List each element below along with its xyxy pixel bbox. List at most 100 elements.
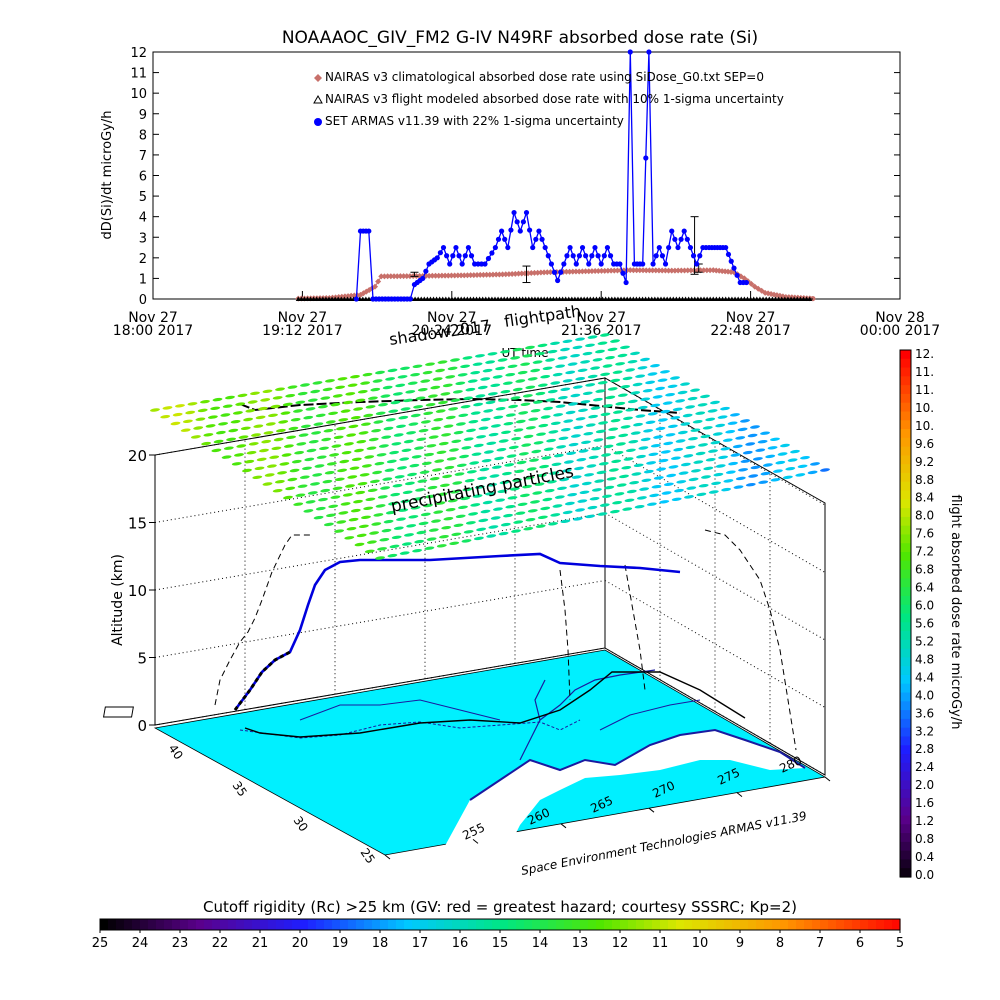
particle-dot (557, 486, 567, 491)
particle-dot (378, 402, 388, 407)
y-tick-label: 0 (139, 293, 147, 308)
particle-dot (490, 516, 501, 520)
river-3 (299, 699, 501, 721)
rigidity-segment (108, 919, 117, 930)
particle-dot (501, 430, 511, 435)
colorbar-segment (900, 499, 911, 509)
particle-dot (536, 432, 546, 436)
particle-dot (577, 499, 588, 503)
particle-dot (384, 468, 395, 472)
particle-dot (718, 455, 729, 460)
particle-dot (711, 481, 722, 486)
particle-dot (509, 487, 520, 491)
rigidity-segment (172, 919, 181, 930)
particle-dot (498, 531, 509, 536)
particle-dot (534, 482, 545, 486)
particle-dot (363, 506, 374, 511)
particle-dot (485, 360, 496, 364)
rigidity-segment (452, 919, 461, 930)
particle-dot (670, 416, 681, 420)
particle-dot (557, 395, 568, 400)
particle-dot (807, 470, 818, 475)
particle-dot (493, 415, 504, 420)
climatological-point (499, 271, 506, 278)
particle-dot (476, 527, 487, 532)
particle-dot (617, 393, 628, 397)
colorbar-segment (900, 464, 911, 474)
particle-dot (610, 418, 621, 423)
particle-dot (297, 391, 308, 396)
climatological-point (646, 267, 653, 274)
rigidity-segment (436, 919, 445, 930)
particle-dot (652, 395, 663, 399)
particle-dot (496, 447, 507, 452)
particle-dot (750, 425, 760, 429)
particle-dot (482, 368, 493, 373)
particle-dot (312, 381, 323, 385)
particle-dot (222, 404, 233, 408)
chart-title: NOAAAOC_GIV_FM2 G-IV N49RF absorbed dose… (282, 28, 758, 48)
climatological-point (585, 268, 592, 275)
particle-dot (322, 387, 333, 392)
particle-dot (402, 490, 413, 495)
rigidity-segment (524, 919, 533, 930)
particle-dot (410, 506, 421, 510)
particle-dot (740, 459, 751, 463)
particle-dot (359, 473, 370, 477)
particle-dot (790, 449, 800, 454)
particle-dot (415, 488, 426, 492)
particle-dot (665, 433, 676, 437)
particle-dot (567, 362, 578, 366)
colorbar-segment (900, 762, 911, 773)
climatological-point (461, 272, 468, 279)
particle-dot (647, 412, 658, 416)
legend-marker-triangle (313, 94, 323, 104)
rigidity-tick-label: 16 (452, 936, 469, 951)
particle-dot (226, 437, 237, 442)
particle-dot (371, 428, 382, 433)
particle-dot (445, 507, 456, 512)
particle-dot (777, 452, 788, 456)
particle-dot (378, 444, 389, 448)
armas-point (440, 244, 447, 251)
particle-dot (452, 390, 463, 394)
particle-dot (590, 366, 601, 370)
rigidity-segment (292, 919, 301, 930)
colorbar-tick-label: 8.0 (915, 509, 934, 523)
climatological-point (640, 267, 647, 274)
particle-dot (363, 413, 374, 418)
particle-dot (348, 424, 359, 429)
particle-dot (524, 476, 535, 480)
particle-dot (443, 424, 454, 428)
particle-dot (657, 378, 668, 382)
particle-dot (685, 445, 696, 450)
rigidity-segment (628, 919, 637, 930)
particle-dot (425, 402, 436, 407)
armas-point (447, 261, 453, 267)
particle-dot (416, 530, 427, 535)
rigidity-segment (204, 919, 213, 930)
particle-dot (738, 468, 749, 472)
colorbar-tick-label: 8.4 (915, 491, 934, 505)
particle-dot (612, 410, 623, 414)
upper-projected-track (239, 397, 681, 414)
particle-dot (238, 435, 249, 439)
particle-dot (431, 426, 441, 431)
armas-point (731, 265, 737, 271)
particle-dot (446, 457, 457, 461)
particle-dot (447, 366, 458, 371)
particle-dot (692, 419, 703, 424)
particle-dot (427, 394, 438, 398)
particle-dot (407, 472, 418, 477)
armas-point (353, 296, 359, 302)
particle-dot (343, 442, 354, 446)
colorbar-segment (900, 367, 911, 377)
climatological-point (636, 267, 643, 274)
particle-dot (518, 452, 529, 456)
particle-dot (670, 376, 680, 380)
particle-dot (655, 386, 666, 391)
latitude-tick-label: 35 (230, 779, 250, 800)
particle-dot (765, 454, 776, 459)
particle-dot (693, 460, 704, 464)
particle-dot (619, 474, 629, 479)
